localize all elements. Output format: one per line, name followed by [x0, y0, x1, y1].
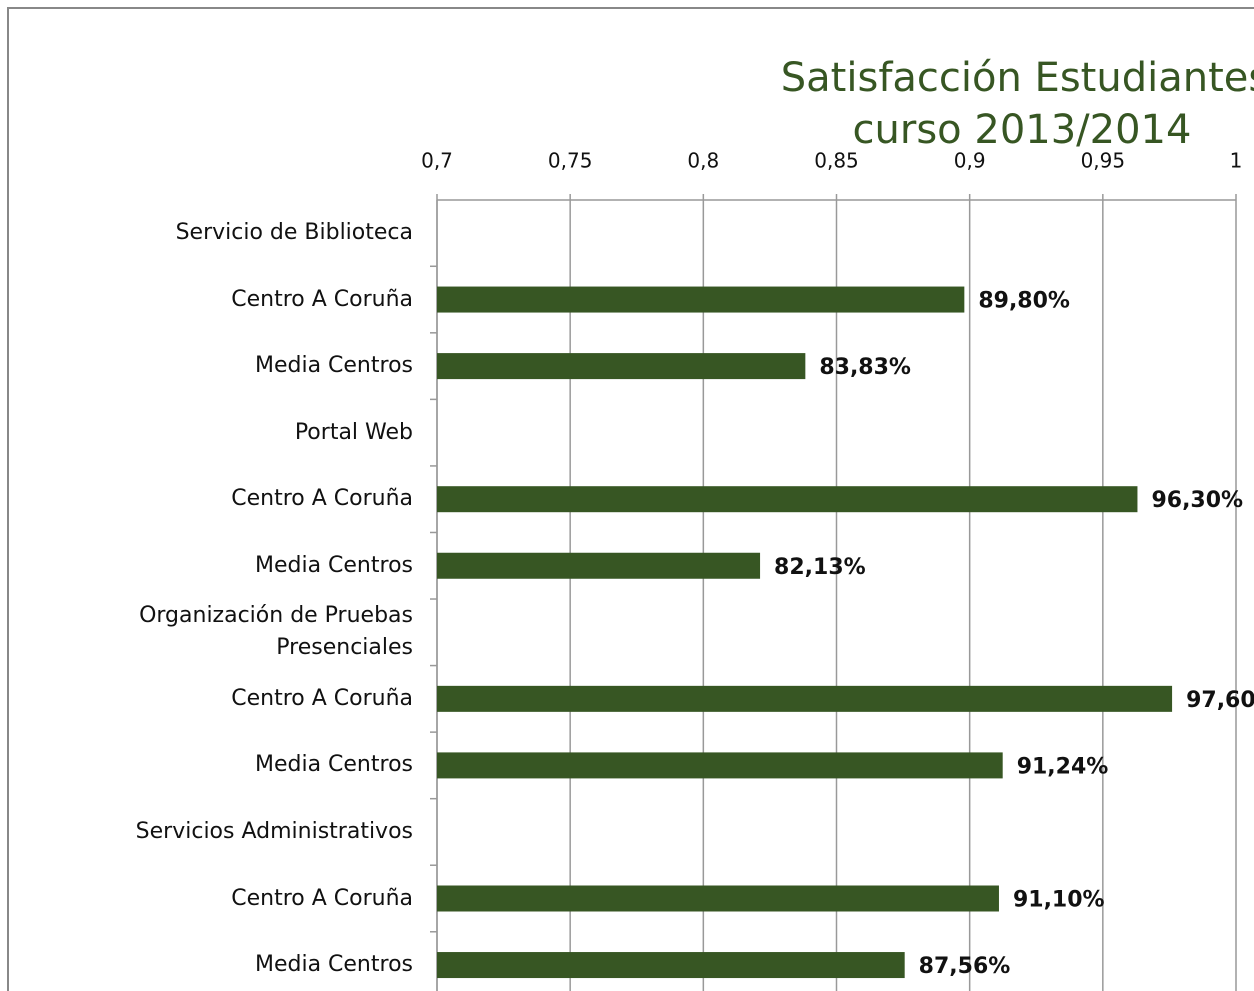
bar — [437, 552, 761, 579]
y-tick-label: Centro A Coruña — [231, 685, 413, 711]
chart-subtitle: curso 2013/2014 — [853, 107, 1192, 153]
y-tick-label: Media Centros — [254, 353, 413, 379]
bar — [437, 286, 965, 313]
bar — [437, 952, 905, 979]
data-label: 89,80% — [978, 289, 1070, 314]
bar — [437, 885, 999, 912]
y-tick-label: Media Centros — [254, 752, 413, 778]
data-label: 96,30% — [1151, 488, 1243, 513]
data-label: 91,10% — [1013, 888, 1105, 913]
y-tick-label: Servicio de Biblioteca — [175, 220, 413, 245]
y-tick-label: Centro A Coruña — [231, 286, 413, 312]
frame — [7, 7, 1254, 991]
y-tick-label: Media Centros — [254, 952, 413, 978]
y-tick-label: Organización de Pruebas Presenciales — [139, 603, 413, 661]
chart-title: Satisfacción Estudiantes — [781, 55, 1254, 101]
x-tick-label: 1 — [1230, 149, 1243, 173]
bar — [437, 685, 1173, 712]
bar — [437, 486, 1138, 513]
data-label: 82,13% — [774, 555, 866, 580]
x-tick-label: 0,7 — [421, 149, 453, 173]
bar — [437, 752, 1003, 779]
x-tick-label: 0,8 — [687, 149, 719, 173]
data-label: 97,60% — [1186, 688, 1254, 713]
y-tick-label: Servicios Administrativos — [135, 818, 413, 844]
bar — [437, 353, 806, 380]
x-tick-label: 0,75 — [548, 149, 593, 173]
data-label: 83,83% — [819, 355, 911, 380]
x-tick-label: 0,85 — [814, 149, 859, 173]
x-tick-label: 0,9 — [954, 149, 986, 173]
y-tick-label: Centro A Coruña — [231, 885, 413, 911]
x-tick-label: 0,95 — [1081, 149, 1126, 173]
data-label: 91,24% — [1017, 754, 1109, 779]
y-tick-label: Portal Web — [294, 419, 413, 445]
y-tick-label: Media Centros — [254, 552, 413, 578]
y-tick-label: Centro A Coruña — [231, 486, 413, 512]
data-label: 87,56% — [919, 954, 1011, 979]
